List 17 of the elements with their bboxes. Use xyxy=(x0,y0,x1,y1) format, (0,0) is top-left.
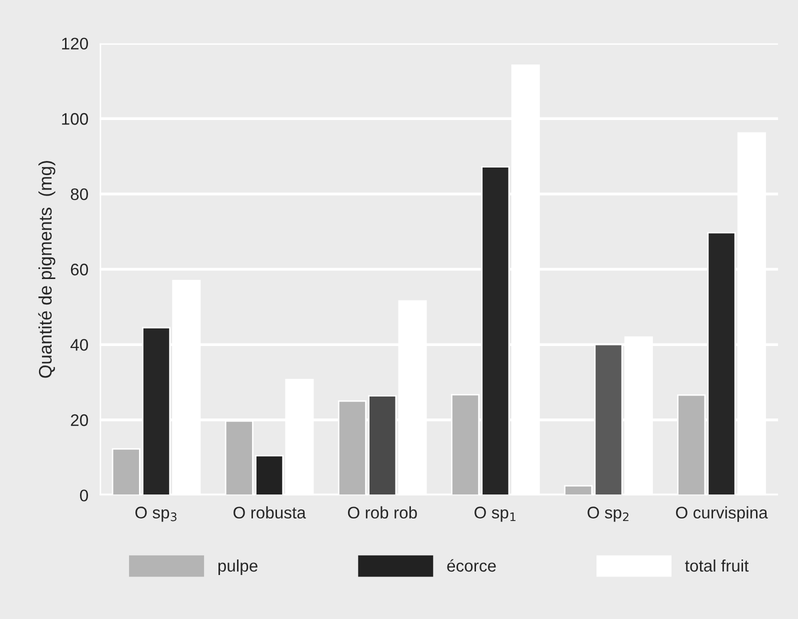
y-tick-label: 120 xyxy=(62,38,88,50)
legend-label: total fruit xyxy=(685,559,749,572)
legend-label: écorce xyxy=(447,559,496,572)
x-tick-label: O sp$_{1}$ xyxy=(474,506,516,522)
y-tick-label: 100 xyxy=(62,113,88,125)
x-tick-label: O sp$_{3}$ xyxy=(135,506,176,522)
x-tick-label: O sp$_{2}$ xyxy=(588,506,628,522)
legend-label: pulpe xyxy=(218,559,258,576)
y-tick-label: 0 xyxy=(80,490,88,502)
y-tick-label: 80 xyxy=(70,188,88,200)
y-axis-title: Quantité de pigments (mg) xyxy=(38,160,56,378)
x-tick-label: O rob rob xyxy=(348,506,417,519)
y-tick-label: 20 xyxy=(70,414,88,426)
y-tick-label: 40 xyxy=(70,338,88,351)
x-tick-label: O curvispina xyxy=(676,506,768,522)
y-tick-label: 60 xyxy=(70,264,88,276)
x-tick-label: O robusta xyxy=(234,506,306,519)
